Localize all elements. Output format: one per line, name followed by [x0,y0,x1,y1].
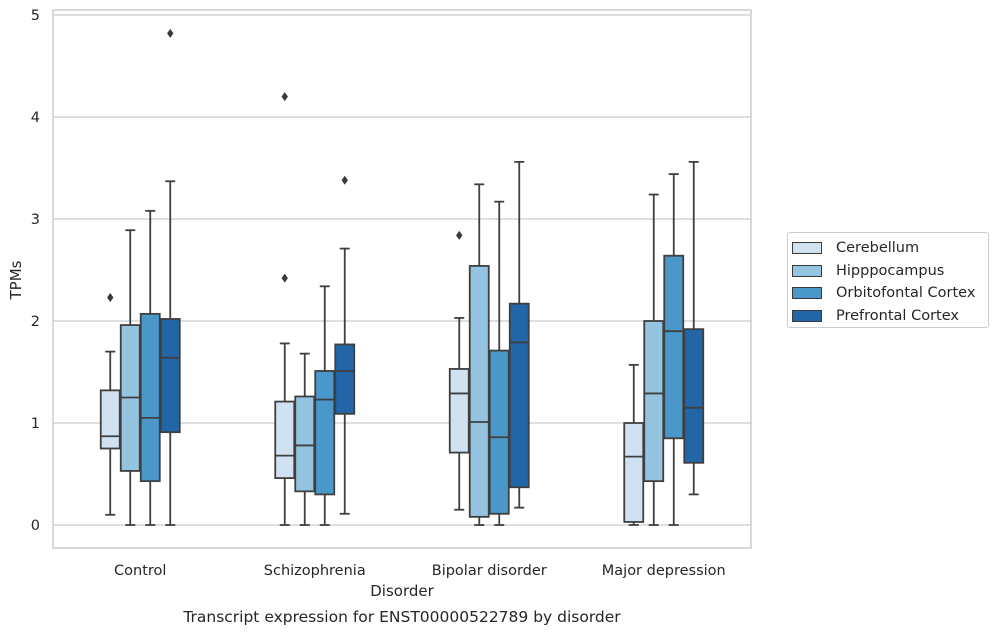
x-axis-label: Disorder [370,582,434,600]
outlier-point [167,28,174,38]
legend-swatch [792,309,822,322]
box-hipppocampus [294,352,316,526]
legend-item: Prefrontal Cortex [792,305,988,328]
legend-label: Prefrontal Cortex [836,307,959,324]
y-tick-label: 5 [31,8,40,24]
outlier-point [107,293,114,303]
outlier-point [281,273,288,283]
iqr-box [683,328,705,464]
legend-item: Hipppocampus [792,260,988,283]
legend-item: Orbitofontal Cortex [792,282,988,305]
box-orbitofontal-cortex [314,285,336,526]
iqr-box [663,254,685,440]
x-axis-ticks: Control Schizophrenia Bipolar disorder Majo… [114,563,726,579]
legend-label: Cerebellum [836,240,920,257]
chart-caption: Transcript expression for ENST0000052278… [182,608,621,626]
y-tick-label: 3 [31,212,40,228]
legend-swatch [792,264,822,277]
box-cerebellum [448,230,470,511]
outlier-point [456,230,463,240]
box-prefrontal-cortex [334,175,356,515]
iqr-box [508,302,530,489]
legend-label: Orbitofontal Cortex [836,285,976,302]
boxes [99,28,705,526]
box-hipppocampus [643,193,665,526]
iqr-box [334,343,356,415]
box-hipppocampus [468,183,490,526]
iqr-box [274,400,296,479]
box-orbitofontal-cortex [663,173,685,526]
plot-area-frame [52,9,752,549]
box-cerebellum [99,293,121,516]
outlier-point [341,175,348,185]
iqr-box [643,320,665,483]
box-prefrontal-cortex [508,160,530,509]
iqr-box [99,389,121,450]
y-axis-ticks: 0 1 2 3 4 5 [31,8,40,534]
box-prefrontal-cortex [159,28,181,526]
box-prefrontal-cortex [683,160,705,496]
legend-item: Cerebellum [792,237,988,260]
iqr-box [139,312,161,483]
outlier-point [281,92,288,102]
iqr-box [623,422,645,523]
x-tick-label: Control [114,563,166,579]
y-tick-label: 4 [31,110,40,126]
x-tick-label: Major depression [602,563,726,579]
y-axis-label: TPMs [7,260,25,300]
iqr-box [159,318,181,434]
box-cerebellum [274,92,296,526]
chart-legend: Cerebellum Hipppocampus Orbitofontal Corte… [787,232,989,328]
iqr-box [314,370,336,496]
legend-swatch [792,287,822,300]
box-orbitofontal-cortex [488,200,510,526]
y-tick-label: 2 [31,314,40,330]
box-cerebellum [623,363,645,526]
x-tick-label: Schizophrenia [264,563,366,579]
iqr-box [468,265,490,518]
box-orbitofontal-cortex [139,209,161,526]
iqr-box [294,395,316,493]
iqr-box [448,368,470,454]
y-tick-label: 0 [31,518,40,534]
x-tick-label: Bipolar disorder [432,563,547,579]
legend-label: Hipppocampus [836,262,945,279]
legend-swatch [792,242,822,255]
box-hipppocampus [119,229,141,526]
iqr-box [488,349,510,515]
y-tick-label: 1 [31,416,40,432]
